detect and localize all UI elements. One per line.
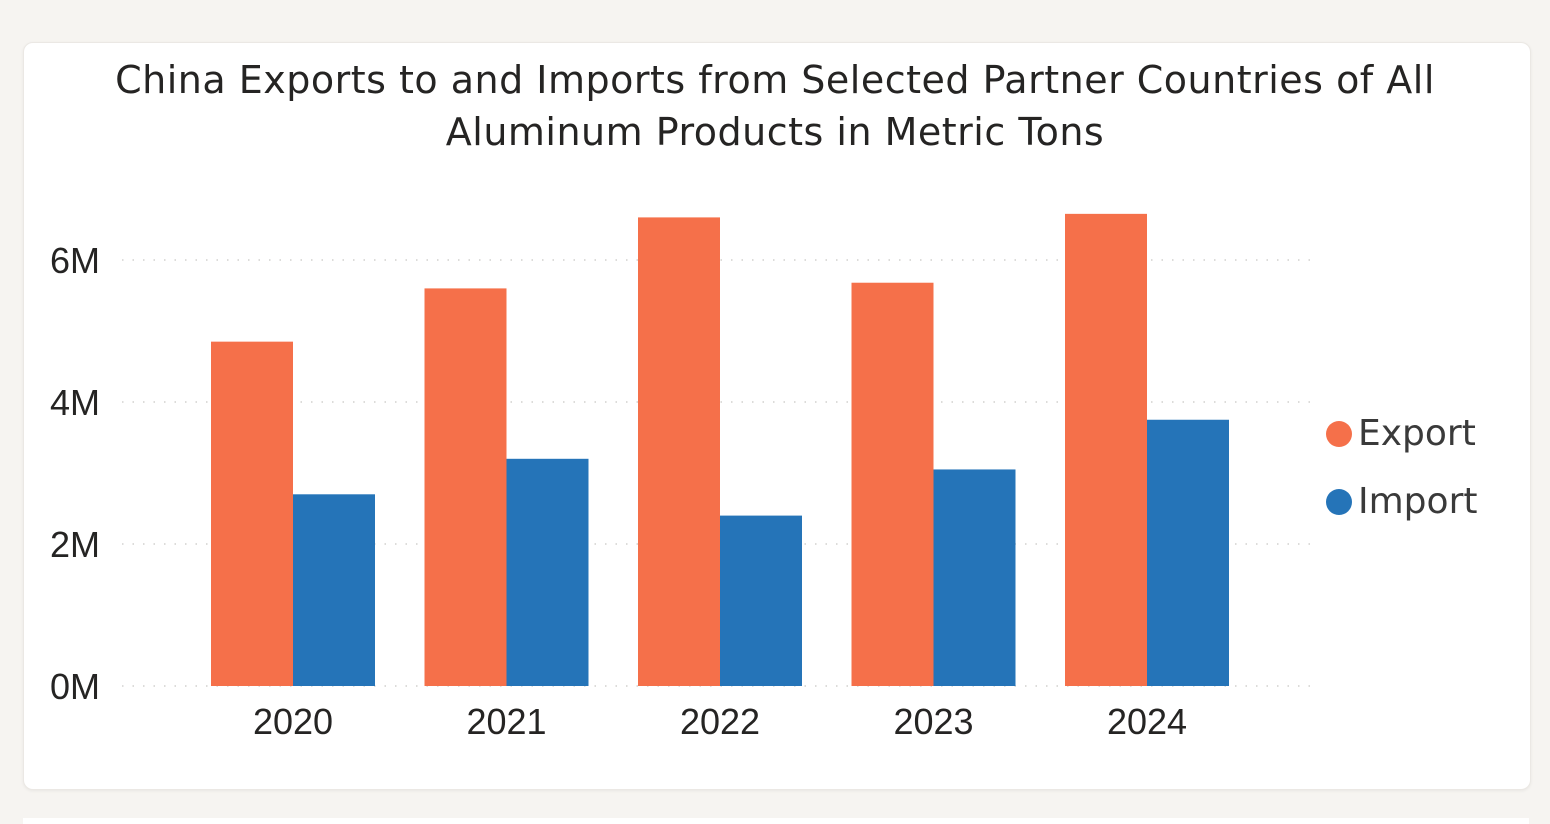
bar-import-2020[interactable] [293,494,375,686]
y-tick-label: 2M [50,524,100,565]
x-axis-ticks: 2020 2021 2022 2023 2024 [253,701,1187,742]
x-tick-label: 2024 [1107,701,1187,742]
x-tick-label: 2023 [893,701,973,742]
chart-title-line-2: Aluminum Products in Metric Tons [445,110,1105,154]
chart-title: China Exports to and Imports from Select… [0,54,1550,158]
bar-export-2022[interactable] [638,217,720,686]
y-tick-label: 0M [50,666,100,707]
legend-label-import: Import [1358,481,1478,522]
bar-export-2024[interactable] [1065,213,1147,686]
import-dot-icon [1326,489,1352,515]
bar-import-2022[interactable] [720,515,802,686]
export-dot-icon [1326,421,1352,447]
bar-export-2023[interactable] [851,282,934,686]
bar-import-2023[interactable] [933,469,1016,686]
chart-title-line-1: China Exports to and Imports from Select… [115,58,1435,102]
y-tick-label: 6M [50,240,100,281]
bar-export-2020[interactable] [211,341,293,686]
x-tick-label: 2021 [466,701,546,742]
y-tick-label: 4M [50,382,100,423]
x-tick-label: 2020 [253,701,333,742]
next-card-edge [23,818,1529,824]
bar-export-2021[interactable] [424,288,507,686]
bar-import-2024[interactable] [1147,419,1229,686]
bar-import-2021[interactable] [506,458,589,686]
legend-label-export: Export [1358,413,1476,454]
bars [211,213,1229,686]
y-axis-ticks: 0M 2M 4M 6M [50,240,100,707]
x-tick-label: 2022 [680,701,760,742]
